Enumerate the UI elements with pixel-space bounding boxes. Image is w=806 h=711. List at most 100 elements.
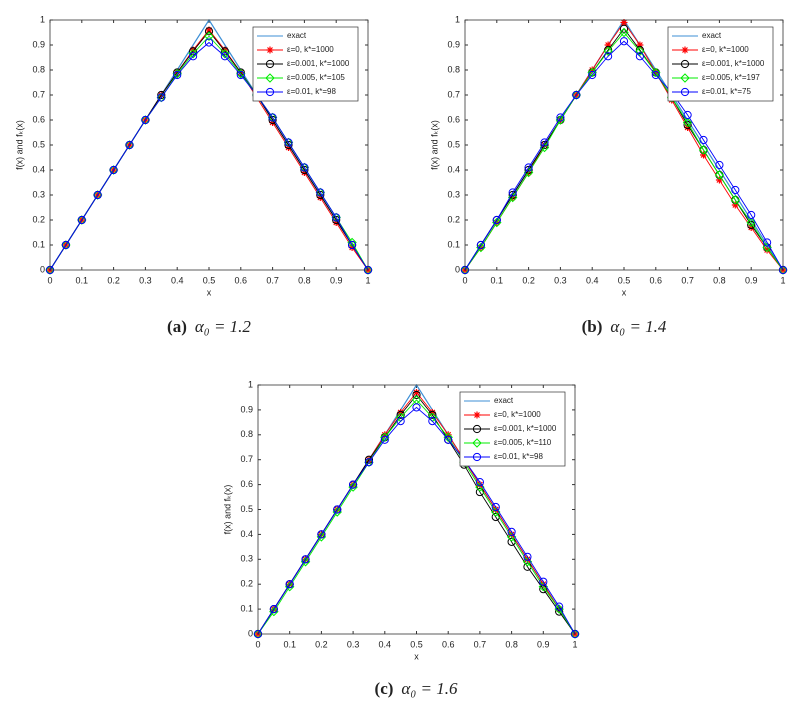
x-tick-label: 0.6 (235, 275, 248, 285)
marker (714, 170, 725, 180)
marker (619, 37, 629, 46)
marker (268, 113, 277, 122)
marker (348, 240, 357, 250)
legend-marker (473, 411, 481, 419)
marker (556, 113, 565, 122)
y-tick-label: 0 (455, 264, 460, 274)
caption: (c) α₀ = 1.6 (375, 679, 458, 698)
marker (684, 124, 692, 131)
y-tick-label: 0.9 (447, 39, 460, 49)
marker (747, 224, 755, 231)
marker (620, 19, 628, 26)
legend-marker (680, 73, 690, 83)
marker (269, 605, 278, 614)
marker (412, 403, 421, 412)
marker (492, 506, 500, 513)
y-tick-label: 0.3 (240, 554, 253, 564)
y-tick-label: 0.5 (447, 139, 460, 149)
legend-label: ε=0, k*=1000 (702, 45, 749, 54)
x-tick-label: 0.8 (713, 275, 726, 285)
marker (396, 410, 405, 419)
marker (397, 408, 405, 416)
marker (141, 115, 150, 125)
marker (540, 138, 549, 147)
marker (508, 188, 517, 197)
marker (301, 555, 310, 564)
legend-marker (266, 46, 274, 54)
marker (475, 478, 484, 487)
marker (428, 410, 437, 419)
legend-marker (472, 452, 482, 462)
marker (77, 215, 86, 225)
marker (220, 47, 229, 56)
x-tick-label: 0.9 (330, 275, 343, 285)
marker (763, 238, 772, 247)
marker (204, 31, 214, 41)
x-tick-label: 0.4 (379, 639, 392, 649)
marker (284, 140, 293, 150)
y-tick-label: 0.5 (240, 504, 253, 514)
marker (619, 27, 629, 38)
caption-text: α₀ = 1.6 (401, 679, 458, 698)
legend-label: ε=0.001, k*=1000 (494, 424, 557, 433)
marker (381, 431, 389, 439)
axes-box (49, 19, 369, 271)
legend-label: ε=0.01, k*=75 (702, 87, 751, 96)
series-line (464, 40, 784, 271)
legend-marker (681, 46, 689, 54)
y-tick-label: 0.4 (240, 529, 253, 539)
y-tick-label: 0.8 (32, 64, 45, 74)
marker (555, 115, 566, 125)
x-axis-label: x (622, 287, 627, 297)
x-tick-label: 0.3 (347, 639, 360, 649)
y-tick-label: 0.7 (447, 89, 460, 99)
marker (205, 26, 213, 34)
marker (636, 41, 644, 49)
marker (731, 201, 739, 209)
legend-label: exact (287, 31, 307, 40)
marker (428, 417, 437, 426)
marker (204, 27, 214, 36)
marker (715, 160, 724, 170)
caption-text: α₀ = 1.2 (195, 317, 252, 336)
marker (700, 151, 707, 159)
y-tick-label: 0.9 (240, 404, 253, 414)
x-tick-label: 0.9 (745, 275, 758, 285)
marker (508, 190, 517, 200)
x-tick-label: 0.1 (283, 639, 296, 649)
marker (604, 41, 612, 49)
marker (731, 185, 740, 195)
marker (604, 45, 613, 55)
legend-marker (265, 59, 275, 69)
x-tick-label: 1 (365, 275, 370, 285)
marker (491, 502, 500, 512)
marker (364, 458, 374, 467)
legend-label: exact (702, 31, 722, 40)
legend-label: ε=0.01, k*=98 (494, 452, 543, 461)
y-tick-label: 0.6 (240, 479, 253, 489)
marker (763, 246, 771, 254)
marker (730, 195, 741, 205)
marker (332, 507, 342, 517)
marker (523, 555, 531, 563)
marker (93, 190, 102, 200)
marker (316, 188, 325, 197)
marker (683, 120, 692, 130)
marker (284, 581, 295, 592)
marker (635, 52, 645, 61)
x-axis-label: x (414, 651, 419, 661)
legend-label: ε=0, k*=1000 (494, 410, 541, 419)
marker (380, 435, 389, 444)
marker (747, 210, 756, 220)
x-tick-label: 0.6 (650, 275, 663, 285)
x-tick-label: 0.4 (171, 275, 184, 285)
y-tick-label: 0.1 (240, 603, 253, 613)
marker (476, 242, 486, 253)
marker (332, 213, 341, 222)
marker (109, 165, 118, 175)
marker (157, 90, 166, 100)
marker (539, 577, 548, 586)
marker (762, 242, 772, 253)
